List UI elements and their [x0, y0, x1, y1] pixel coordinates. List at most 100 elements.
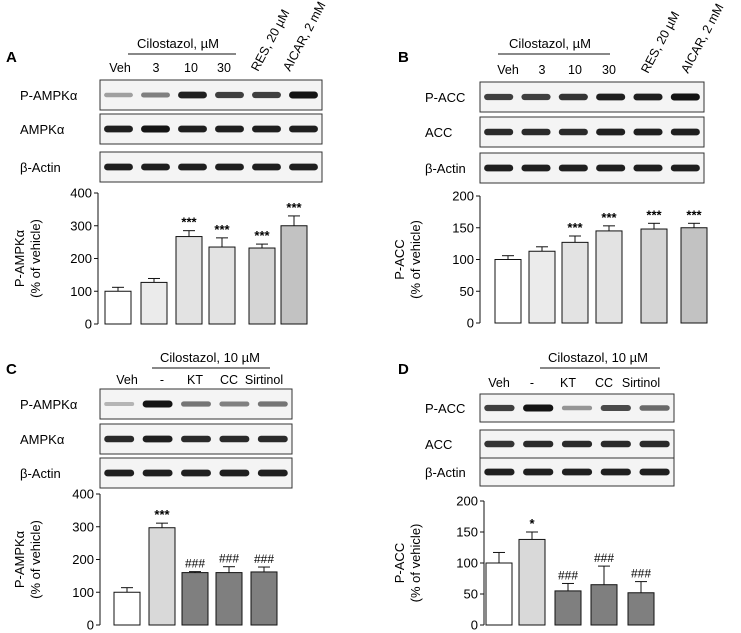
- band: [484, 440, 515, 448]
- band: [104, 92, 133, 98]
- y-tick-label: 0: [87, 618, 94, 633]
- band: [215, 125, 244, 133]
- band: [670, 128, 700, 136]
- y-axis-label: P-AMPKα: [12, 530, 27, 588]
- y-tick-label: 50: [464, 587, 478, 602]
- blot-label: AMPKα: [20, 122, 65, 137]
- lane-label: Sirtinol: [622, 376, 660, 390]
- band: [596, 128, 626, 136]
- band: [257, 435, 288, 443]
- blot-label: P-AMPKα: [20, 397, 78, 412]
- lane-label: -: [530, 376, 534, 390]
- blot-pampk: P-AMPKα: [20, 79, 323, 111]
- bar: [680, 227, 708, 324]
- band: [252, 125, 281, 133]
- y-axis-sublabel: (% of vehicle): [28, 520, 43, 599]
- y-tick-label: 200: [70, 251, 92, 266]
- bar: [140, 281, 168, 325]
- band: [600, 405, 631, 411]
- band: [558, 93, 588, 101]
- lane-label: Veh: [116, 373, 138, 387]
- bar: [640, 228, 668, 324]
- bar: [595, 230, 623, 324]
- y-axis-label: P-AMPKα: [12, 229, 27, 287]
- band: [670, 93, 700, 101]
- band: [104, 469, 135, 477]
- lane-label: 3: [539, 63, 546, 77]
- y-tick-label: 0: [467, 316, 474, 331]
- lane-label: CC: [220, 373, 238, 387]
- bar: [248, 247, 276, 325]
- band: [484, 128, 514, 136]
- band: [484, 468, 515, 476]
- band: [104, 163, 133, 171]
- band: [181, 435, 211, 443]
- y-axis-label: P-ACC: [392, 239, 407, 279]
- band: [215, 163, 244, 171]
- panel-d: D Cilostazol, 10 µM Veh - KT CC Sirtinol P-ACC A…: [392, 350, 675, 633]
- bar: [208, 246, 236, 325]
- y-axis-sublabel: (% of vehicle): [28, 219, 43, 298]
- band: [141, 125, 170, 133]
- significance-mark: ###: [254, 552, 274, 566]
- bar-chart: 0 100 200 300 400 P-AMPKα (% of vehicle) *** ###…: [12, 487, 278, 633]
- lane-label: 30: [602, 63, 616, 77]
- bar-chart: 0 100 200 300 400 P-AMPKα (% of vehicle) *** ***…: [12, 186, 308, 332]
- band: [558, 164, 588, 172]
- band: [252, 163, 281, 171]
- y-tick-label: 100: [72, 585, 94, 600]
- band: [104, 435, 135, 443]
- y-tick-label: 150: [456, 525, 478, 540]
- treatment-header: Cilostazol, 10 µM: [548, 350, 648, 365]
- band: [181, 401, 211, 407]
- band: [289, 91, 318, 99]
- blot-acc: ACC: [425, 429, 675, 459]
- blot-frame: [479, 116, 705, 148]
- panel-label: C: [6, 361, 17, 378]
- bar: [485, 562, 513, 626]
- panel-label: A: [6, 49, 17, 66]
- y-tick-label: 300: [72, 519, 94, 534]
- band: [252, 91, 281, 99]
- band: [561, 468, 593, 476]
- y-axis-label: P-ACC: [392, 543, 407, 583]
- lane-label: CC: [595, 376, 613, 390]
- bar-chart: 0 50 100 150 200 P-ACC (% of vehicle) * ### ### ##…: [392, 494, 655, 633]
- significance-mark: ###: [631, 567, 651, 581]
- band: [523, 440, 554, 448]
- band: [178, 125, 207, 133]
- y-tick-label: 100: [452, 252, 474, 267]
- significance-mark: ###: [185, 557, 205, 571]
- bar: [627, 592, 655, 626]
- band: [289, 163, 318, 171]
- bar: [561, 241, 589, 324]
- band: [596, 93, 626, 101]
- band: [521, 164, 551, 172]
- band: [633, 93, 663, 101]
- band: [178, 163, 207, 171]
- band: [141, 163, 170, 171]
- blot-label: P-ACC: [425, 401, 465, 416]
- band: [142, 400, 173, 408]
- panel-label: D: [398, 361, 409, 378]
- significance-mark: ###: [594, 551, 614, 565]
- band: [141, 92, 170, 98]
- blot-frame: [99, 151, 323, 183]
- band: [484, 404, 515, 412]
- blot-label: β-Actin: [425, 465, 466, 480]
- bar-chart: 0 50 100 150 200 P-ACC (% of vehicle) *** *** ***…: [392, 189, 708, 331]
- y-tick-label: 300: [70, 218, 92, 233]
- blot-label: β-Actin: [20, 466, 61, 481]
- significance-mark: ***: [601, 210, 617, 225]
- y-tick-label: 200: [452, 189, 474, 204]
- blot-frame: [479, 152, 705, 184]
- band: [523, 404, 554, 412]
- y-tick-label: 200: [72, 552, 94, 567]
- bar: [280, 225, 308, 325]
- y-tick-label: 100: [70, 284, 92, 299]
- bar: [518, 538, 546, 626]
- lane-label: AICAR, 2 mM: [678, 1, 726, 75]
- band: [289, 125, 318, 133]
- y-tick-label: 400: [72, 487, 94, 502]
- significance-mark: ***: [286, 200, 302, 215]
